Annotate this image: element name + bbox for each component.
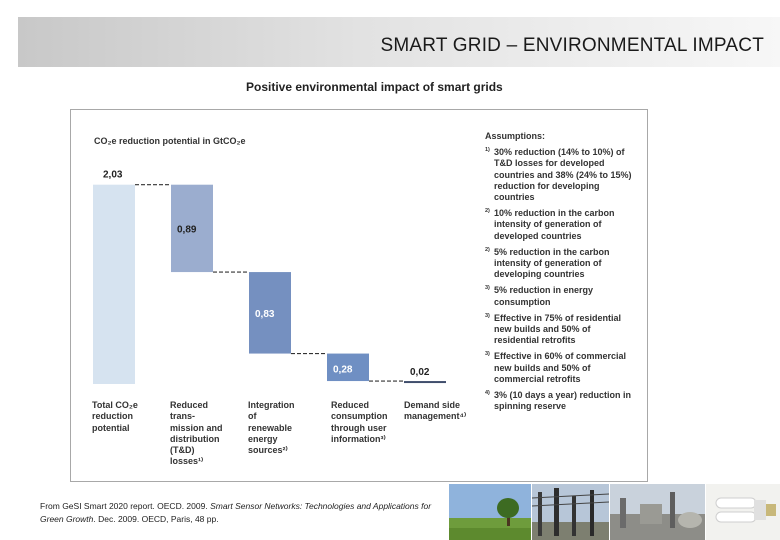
- assumption-marker: 3): [485, 285, 490, 292]
- bar-3: [327, 353, 369, 382]
- slide-header: SMART GRID – ENVIRONMENTAL IMPACT: [18, 17, 780, 67]
- assumption-marker: 1): [485, 147, 490, 154]
- assumption-marker: 2): [485, 246, 490, 253]
- category-label-4: Demand side management⁴⁾: [404, 400, 467, 422]
- category-label-3: Reduced consumption through user informa…: [331, 400, 388, 444]
- assumption-marker: 3): [485, 312, 490, 319]
- waterfall-chart: CO₂e reduction potential in GtCO₂e 2,03 0…: [93, 136, 446, 384]
- assumption-item: 3) Effective in 75% of residential new bu…: [485, 313, 635, 347]
- assumption-text: 5% reduction in the carbon intensity of …: [494, 246, 610, 280]
- value-label-0: 2,03: [103, 170, 123, 181]
- assumption-item: 4) 3% (10 days a year) reduction in spinn…: [485, 390, 635, 412]
- assumption-marker: 2): [485, 208, 490, 215]
- assumption-item: 2) 10% reduction in the carbon intensity …: [485, 208, 635, 242]
- assumption-item: 2) 5% reduction in the carbon intensity o…: [485, 247, 635, 281]
- category-label-2: Integration of renewable energy sources²…: [248, 400, 295, 456]
- assumption-text: 3% (10 days a year) reduction in spinnin…: [494, 390, 632, 412]
- assumptions-heading: Assumptions:: [485, 131, 546, 141]
- source-prefix: From GeSI Smart 2020 report. OECD. 2009.: [40, 501, 211, 511]
- value-label-4: 0,02: [410, 367, 430, 378]
- bar-2: [249, 272, 291, 354]
- assumption-text: 5% reduction in energy consumption: [494, 285, 594, 307]
- assumption-text: 10% reduction in the carbon intensity of…: [494, 208, 615, 241]
- value-label-1: 0,89: [177, 225, 197, 236]
- substation-photo: [532, 484, 609, 540]
- connectors-layer: [135, 184, 404, 382]
- assumption-item: 3) Effective in 60% of commercial new bui…: [485, 351, 635, 385]
- figure-title: Positive environmental impact of smart g…: [246, 80, 503, 94]
- bar-0: [93, 184, 135, 384]
- source-title: Smart Sensor Networks: Technologies and …: [40, 501, 432, 524]
- assumption-marker: 4): [485, 390, 490, 397]
- assumptions-panel: Assumptions: 1) 30% reduction (14% to 10%…: [485, 131, 635, 417]
- assumption-text: Effective in 60% of commercial new build…: [494, 351, 627, 384]
- assumption-marker: 3): [485, 351, 490, 358]
- assumption-text: Effective in 75% of residential new buil…: [494, 312, 622, 346]
- value-label-3: 0,28: [333, 365, 353, 376]
- bars-layer: [93, 184, 446, 384]
- energy-saving-bulb-photo: [706, 484, 780, 540]
- assumptions-list: 1) 30% reduction (14% to 10%) of T&D loss…: [485, 147, 635, 412]
- assumption-text: 30% reduction (14% to 10%) of T&D losses…: [494, 147, 632, 203]
- category-label-1: Reduced trans- mission and distribution …: [170, 400, 223, 467]
- tree-landscape-photo: [449, 484, 531, 540]
- source-citation: From GeSI Smart 2020 report. OECD. 2009.…: [40, 500, 445, 526]
- value-labels-layer: 2,03 0,89 0,83 0,28 0,02: [103, 170, 430, 378]
- value-label-2: 0,83: [255, 309, 275, 320]
- chart-frame: CO₂e reduction potential in GtCO₂e 2,03 0…: [70, 109, 648, 482]
- assumption-item: 3) 5% reduction in energy consumption: [485, 285, 635, 307]
- bar-4: [404, 381, 446, 384]
- y-axis-label: CO₂e reduction potential in GtCO₂e: [94, 136, 246, 146]
- source-suffix: . Dec. 2009. OECD, Paris, 48 pp.: [93, 514, 219, 524]
- category-label-0: Total CO₂e reduction potential: [92, 400, 138, 433]
- slide-title: SMART GRID – ENVIRONMENTAL IMPACT: [380, 35, 764, 56]
- bar-1: [171, 184, 213, 273]
- industrial-plant-photo: [610, 484, 705, 540]
- assumption-item: 1) 30% reduction (14% to 10%) of T&D loss…: [485, 147, 635, 203]
